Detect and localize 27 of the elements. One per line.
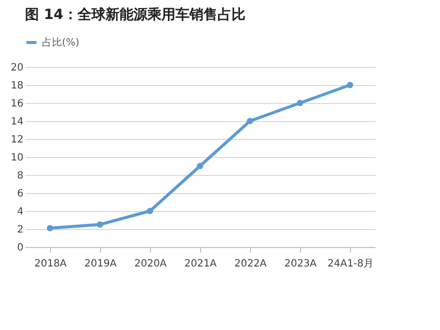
x-tick-label: 2022A [234, 258, 267, 270]
x-tick-label: 2019A [84, 258, 117, 270]
point [296, 100, 304, 106]
y-tick-label: 16 [10, 98, 24, 110]
y-tick-label: 14 [10, 116, 24, 128]
point [346, 82, 354, 88]
y-tick-label: 10 [10, 152, 24, 164]
y-tick-label: 0 [17, 242, 24, 254]
y-tick-label: 4 [17, 206, 24, 218]
x-tick-label: 24A1-8月 [328, 258, 374, 270]
y-tick-label: 12 [10, 134, 24, 146]
x-tick-label: 2023A [284, 258, 317, 270]
point [96, 221, 104, 228]
y-tick-label: 8 [17, 170, 24, 182]
x-tick-label: 2021A [184, 258, 217, 270]
y-tick-label: 18 [10, 80, 24, 92]
point [46, 224, 54, 232]
legend-label: 占比(%) [42, 36, 80, 48]
y-tick-label: 2 [17, 224, 24, 236]
x-tick-label: 2018A [34, 258, 67, 270]
point [146, 208, 154, 214]
y-tick-label: 6 [17, 188, 24, 200]
x-tick-label: 2020A [134, 258, 167, 270]
chart-title: 图 14：全球新能源乘用车销售占比 [25, 6, 246, 23]
point [246, 118, 254, 124]
y-tick-label: 20 [10, 62, 24, 74]
point [196, 162, 204, 170]
